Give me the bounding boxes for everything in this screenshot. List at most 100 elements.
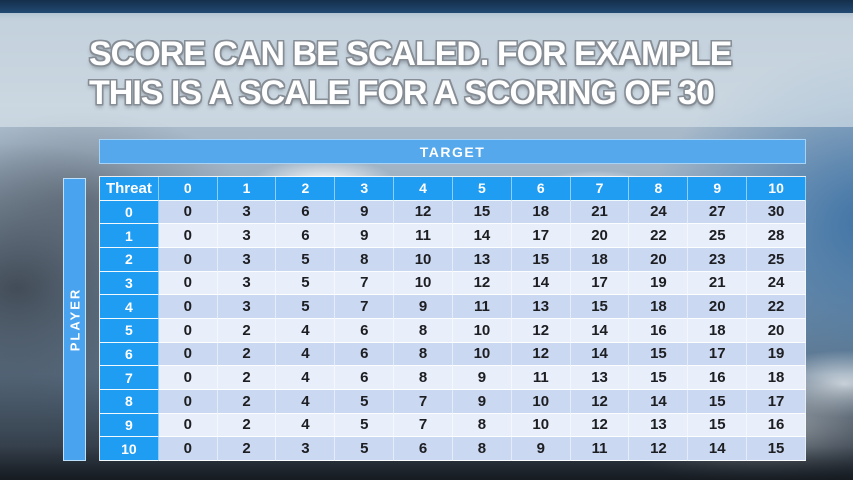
- title-line-2: THIS IS A SCALE FOR A SCORING OF 30: [89, 74, 715, 112]
- score-cell: 23: [688, 247, 748, 272]
- score-cell: 10: [394, 247, 453, 272]
- score-cell: 2: [217, 342, 277, 367]
- score-cell: 6: [335, 318, 395, 343]
- player-axis-header: PLAYER: [63, 178, 86, 461]
- score-cell: 4: [276, 389, 336, 414]
- score-cell: 14: [570, 342, 630, 367]
- score-cell: 2: [217, 366, 277, 390]
- threat-row-header: 0: [100, 200, 159, 225]
- target-col-header: 0: [158, 177, 218, 201]
- score-cell: 18: [511, 200, 571, 225]
- score-cell: 0: [158, 366, 218, 390]
- score-cell: 0: [158, 437, 218, 461]
- threat-row-header: 7: [100, 366, 159, 390]
- score-cell: 7: [394, 389, 453, 414]
- score-cell: 9: [452, 366, 512, 390]
- score-cell: 6: [394, 437, 453, 461]
- score-cell: 18: [688, 318, 748, 343]
- score-cell: 13: [629, 413, 689, 438]
- score-cell: 5: [335, 413, 395, 438]
- score-cell: 25: [688, 224, 748, 248]
- score-cell: 3: [276, 437, 336, 461]
- target-axis-header: TARGET: [99, 139, 806, 164]
- threat-row-header: 1: [100, 224, 159, 248]
- score-cell: 21: [688, 271, 748, 296]
- score-cell: 3: [217, 224, 277, 248]
- target-col-header: 9: [688, 177, 748, 201]
- score-cell: 8: [335, 247, 395, 272]
- score-cell: 15: [688, 413, 748, 438]
- score-cell: 7: [394, 413, 453, 438]
- threat-corner-header: Threat: [100, 177, 159, 201]
- score-cell: 6: [335, 342, 395, 367]
- score-cell: 19: [629, 271, 689, 296]
- score-cell: 0: [158, 295, 218, 319]
- score-cell: 12: [570, 413, 630, 438]
- score-cell: 12: [394, 200, 453, 225]
- title-banner: SCORE CAN BE SCALED. FOR EXAMPLE THIS IS…: [0, 13, 853, 127]
- score-cell: 12: [629, 437, 689, 461]
- threat-row-header: 9: [100, 413, 159, 438]
- score-cell: 14: [629, 389, 689, 414]
- score-cell: 12: [452, 271, 512, 296]
- score-cell: 14: [688, 437, 748, 461]
- target-col-header: 6: [511, 177, 571, 201]
- threat-row-header: 3: [100, 271, 159, 296]
- score-cell: 30: [747, 200, 806, 225]
- score-cell: 10: [452, 342, 512, 367]
- score-cell: 27: [688, 200, 748, 225]
- score-cell: 15: [629, 342, 689, 367]
- score-cell: 10: [511, 389, 571, 414]
- score-cell: 10: [511, 413, 571, 438]
- score-cell: 0: [158, 271, 218, 296]
- score-cell: 11: [570, 437, 630, 461]
- score-cell: 28: [747, 224, 806, 248]
- score-cell: 0: [158, 247, 218, 272]
- score-cell: 15: [452, 200, 512, 225]
- score-cell: 16: [629, 318, 689, 343]
- score-cell: 13: [570, 366, 630, 390]
- score-cell: 20: [570, 224, 630, 248]
- score-cell: 15: [629, 366, 689, 390]
- score-cell: 11: [394, 224, 453, 248]
- score-cell: 12: [570, 389, 630, 414]
- score-cell: 3: [217, 247, 277, 272]
- score-cell: 15: [570, 295, 630, 319]
- score-cell: 9: [452, 389, 512, 414]
- score-cell: 2: [217, 413, 277, 438]
- score-cell: 8: [394, 342, 453, 367]
- score-cell: 5: [335, 437, 395, 461]
- score-cell: 17: [747, 389, 806, 414]
- score-cell: 8: [452, 437, 512, 461]
- score-cell: 7: [335, 295, 395, 319]
- score-cell: 8: [452, 413, 512, 438]
- score-cell: 21: [570, 200, 630, 225]
- score-cell: 16: [688, 366, 748, 390]
- score-cell: 6: [335, 366, 395, 390]
- score-cell: 25: [747, 247, 806, 272]
- target-col-header: 5: [452, 177, 512, 201]
- score-cell: 3: [217, 271, 277, 296]
- score-cell: 3: [217, 295, 277, 319]
- score-cell: 18: [629, 295, 689, 319]
- score-cell: 0: [158, 389, 218, 414]
- score-cell: 14: [570, 318, 630, 343]
- score-cell: 10: [394, 271, 453, 296]
- player-label: PLAYER: [67, 287, 83, 352]
- score-cell: 12: [511, 342, 571, 367]
- score-cell: 5: [335, 389, 395, 414]
- score-cell: 12: [511, 318, 571, 343]
- score-cell: 4: [276, 413, 336, 438]
- target-col-header: 10: [747, 177, 806, 201]
- score-cell: 0: [158, 413, 218, 438]
- score-cell: 18: [570, 247, 630, 272]
- score-cell: 2: [217, 318, 277, 343]
- score-cell: 24: [629, 200, 689, 225]
- score-cell: 8: [394, 318, 453, 343]
- score-cell: 5: [276, 271, 336, 296]
- score-cell: 17: [688, 342, 748, 367]
- score-cell: 10: [452, 318, 512, 343]
- score-cell: 18: [747, 366, 806, 390]
- score-cell: 17: [511, 224, 571, 248]
- score-cell: 3: [217, 200, 277, 225]
